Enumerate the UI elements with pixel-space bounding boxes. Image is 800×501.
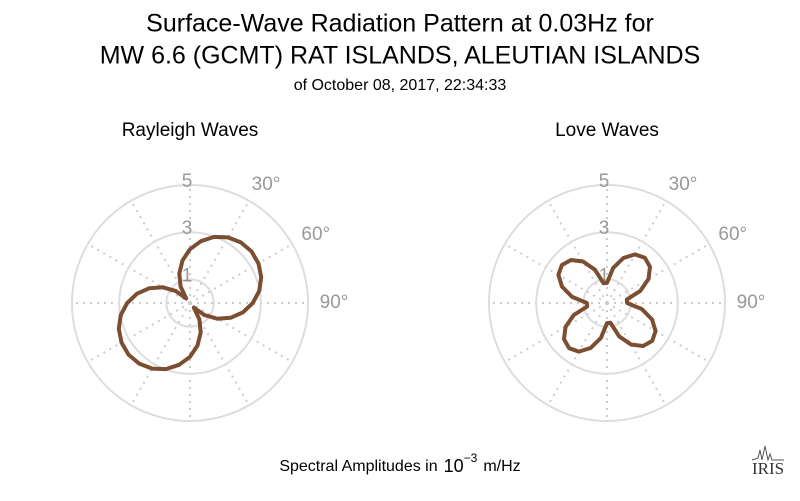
caption: Spectral Amplitudes in 10−3 m/Hz bbox=[279, 451, 520, 476]
pattern-curve bbox=[116, 234, 264, 372]
spoke bbox=[606, 200, 667, 304]
r-tick-label: 1 bbox=[599, 265, 610, 286]
logo: IRIS bbox=[752, 459, 784, 478]
plot-title: Rayleigh Waves bbox=[122, 120, 259, 141]
plot-title: Love Waves bbox=[555, 120, 659, 141]
spoke bbox=[130, 200, 191, 304]
spoke bbox=[606, 302, 667, 406]
grid-circle bbox=[488, 184, 726, 422]
theta-tick-label: 60° bbox=[301, 224, 330, 245]
spoke bbox=[189, 302, 250, 406]
title-line: MW 6.6 (GCMT) RAT ISLANDS, ALEUTIAN ISLA… bbox=[100, 42, 701, 70]
spoke bbox=[87, 243, 191, 304]
caption-unit: m/Hz bbox=[483, 458, 520, 475]
pattern-curve bbox=[556, 252, 658, 354]
caption-exponent: −3 bbox=[464, 451, 478, 465]
spoke bbox=[606, 243, 710, 304]
logo-wave bbox=[751, 445, 784, 462]
caption-base: 10 bbox=[444, 456, 464, 476]
r-tick-label: 3 bbox=[182, 218, 193, 239]
grid-circle bbox=[71, 184, 309, 422]
spoke bbox=[189, 302, 293, 363]
grid-circle bbox=[165, 278, 215, 328]
spoke bbox=[189, 243, 293, 304]
grid-circle bbox=[118, 231, 262, 375]
spoke bbox=[87, 302, 191, 363]
caption-text: Spectral Amplitudes in bbox=[279, 458, 437, 475]
theta-tick-label: 90° bbox=[737, 292, 766, 313]
spoke bbox=[547, 200, 608, 304]
r-tick-label: 1 bbox=[182, 265, 193, 286]
grid-circle bbox=[535, 231, 679, 375]
r-tick-label: 5 bbox=[182, 171, 193, 192]
theta-tick-label: 30° bbox=[669, 174, 698, 195]
theta-tick-label: 90° bbox=[320, 292, 349, 313]
r-tick-label: 5 bbox=[599, 171, 610, 192]
spoke bbox=[130, 302, 191, 406]
theta-tick-label: 60° bbox=[718, 224, 747, 245]
subtitle: of October 08, 2017, 22:34:33 bbox=[294, 77, 507, 94]
r-tick-label: 3 bbox=[599, 218, 610, 239]
spoke bbox=[189, 200, 250, 304]
spoke bbox=[504, 243, 608, 304]
title: Surface-Wave Radiation Pattern at 0.03Hz… bbox=[146, 10, 654, 38]
spoke bbox=[504, 302, 608, 363]
theta-tick-label: 30° bbox=[252, 174, 281, 195]
spoke bbox=[606, 302, 710, 363]
spoke bbox=[547, 302, 608, 406]
